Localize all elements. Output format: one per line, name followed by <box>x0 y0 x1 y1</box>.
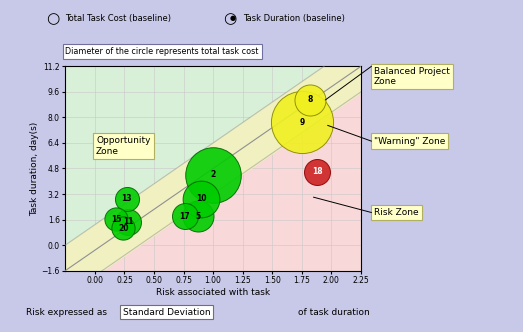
Text: ○: ○ <box>223 11 237 26</box>
Text: Task Duration (baseline): Task Duration (baseline) <box>243 14 345 23</box>
Point <box>123 196 131 202</box>
Point <box>124 219 132 224</box>
Point <box>112 216 120 222</box>
Text: Risk expressed as: Risk expressed as <box>26 307 107 317</box>
Point <box>313 169 321 174</box>
Text: 15: 15 <box>111 215 121 224</box>
Point <box>209 172 217 178</box>
Text: ●: ● <box>229 15 235 21</box>
Point <box>180 214 189 219</box>
Text: 17: 17 <box>179 212 190 221</box>
Text: 9: 9 <box>299 118 304 127</box>
Text: 11: 11 <box>123 217 133 226</box>
Point <box>194 214 202 219</box>
Text: 13: 13 <box>121 194 132 203</box>
Text: Opportunity
Zone: Opportunity Zone <box>96 136 151 156</box>
X-axis label: Risk associated with task: Risk associated with task <box>156 288 270 297</box>
Text: 8: 8 <box>308 95 313 104</box>
Text: 5: 5 <box>195 212 200 221</box>
Text: "Warning" Zone: "Warning" Zone <box>374 136 445 146</box>
Y-axis label: Task duration, day(s): Task duration, day(s) <box>30 122 39 215</box>
Text: 20: 20 <box>118 224 129 233</box>
Text: 2: 2 <box>210 170 216 179</box>
Text: Total Task Cost (baseline): Total Task Cost (baseline) <box>65 14 172 23</box>
Text: Diameter of the circle represents total task cost: Diameter of the circle represents total … <box>65 47 259 56</box>
Text: 10: 10 <box>196 194 207 203</box>
Text: Balanced Project
Zone: Balanced Project Zone <box>374 67 450 86</box>
Point <box>197 196 206 202</box>
Point <box>306 97 314 103</box>
Text: ○: ○ <box>46 11 59 26</box>
Point <box>298 120 306 125</box>
Text: 18: 18 <box>312 167 323 176</box>
Point <box>119 226 128 231</box>
Text: of task duration: of task duration <box>298 307 370 317</box>
Text: Risk Zone: Risk Zone <box>374 208 418 217</box>
Text: Standard Deviation: Standard Deviation <box>123 307 211 317</box>
